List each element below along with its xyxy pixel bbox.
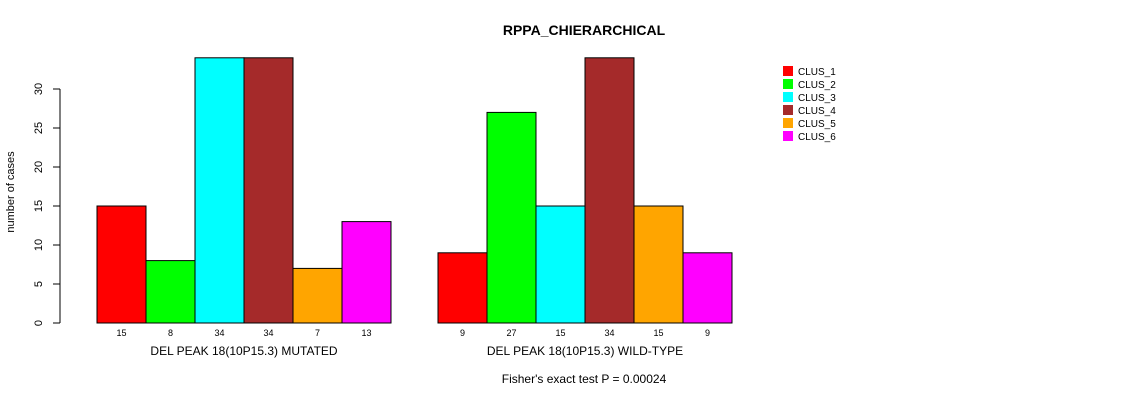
bar-wildtype-clus2 <box>486 111 537 324</box>
bar-wildtype-clus6 <box>682 252 733 324</box>
bar-count-label: 15 <box>653 328 663 338</box>
bar-mutated-clus1 <box>96 205 147 324</box>
legend-swatch-clus4 <box>783 105 793 115</box>
bar-mutated-clus2 <box>145 260 196 324</box>
legend-label: CLUS_5 <box>798 119 836 130</box>
bar-count-label: 13 <box>361 328 371 338</box>
legend-label: CLUS_3 <box>798 93 836 104</box>
bar-count-label: 8 <box>168 328 173 338</box>
fisher-test-label: Fisher's exact test P = 0.00024 <box>502 372 667 386</box>
legend-label: CLUS_2 <box>798 80 836 91</box>
chart-title: RPPA_CHIERARCHICAL <box>503 22 666 38</box>
group-label: DEL PEAK 18(10P15.3) MUTATED <box>150 344 338 358</box>
legend-label: CLUS_1 <box>798 67 836 78</box>
legend-swatch-clus5 <box>783 118 793 128</box>
legend-swatch-clus6 <box>783 131 793 141</box>
bar-mutated-clus6 <box>341 221 392 324</box>
bar-count-label: 9 <box>705 328 710 338</box>
y-tick-label: 0 <box>33 320 45 326</box>
bar-count-label: 34 <box>604 328 614 338</box>
bar-count-label: 15 <box>116 328 126 338</box>
bar-mutated-clus4 <box>243 57 294 324</box>
legend-swatch-clus1 <box>783 66 793 76</box>
y-tick-label: 30 <box>33 83 45 95</box>
bar-count-label: 15 <box>555 328 565 338</box>
y-tick-label: 10 <box>33 239 45 251</box>
y-axis-label: number of cases <box>5 151 17 233</box>
bar-count-label: 7 <box>315 328 320 338</box>
legend-label: CLUS_4 <box>798 106 836 117</box>
bar-count-label: 9 <box>460 328 465 338</box>
bar-mutated-clus3 <box>194 57 245 324</box>
bar-wildtype-clus4 <box>584 57 635 324</box>
bars: 15 8 34 34 7 13 DEL PEAK 18(10P15.3) MUTATED 9 2… <box>96 57 733 358</box>
y-tick-label: 20 <box>33 161 45 173</box>
y-tick-label: 15 <box>33 200 45 212</box>
y-tick-label: 25 <box>33 122 45 134</box>
legend: CLUS_1 CLUS_2 CLUS_3 CLUS_4 CLUS_5 CLUS_6 <box>783 66 836 143</box>
y-tick-label: 5 <box>33 281 45 287</box>
bar-count-label: 27 <box>506 328 516 338</box>
bar-mutated-clus5 <box>292 267 343 324</box>
bar-count-label: 34 <box>214 328 224 338</box>
legend-swatch-clus3 <box>783 92 793 102</box>
bar-wildtype-clus1 <box>437 252 488 324</box>
bar-wildtype-clus3 <box>535 205 586 324</box>
bar-count-label: 34 <box>263 328 273 338</box>
y-axis: 0 5 10 15 20 25 30 <box>33 83 61 326</box>
group-label: DEL PEAK 18(10P15.3) WILD-TYPE <box>487 344 683 358</box>
legend-swatch-clus2 <box>783 79 793 89</box>
bar-wildtype-clus5 <box>633 205 684 324</box>
legend-label: CLUS_6 <box>798 132 836 143</box>
